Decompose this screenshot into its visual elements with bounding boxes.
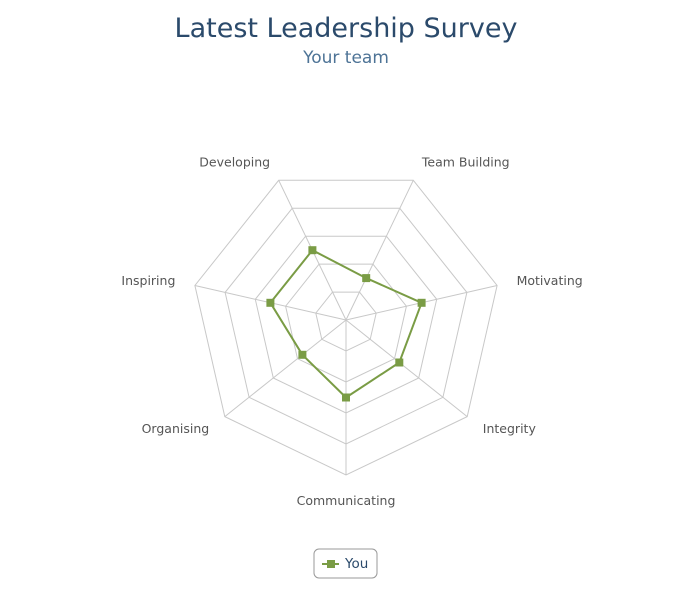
axis-label-integrity: Integrity: [483, 421, 537, 436]
axis-spoke-organising: [224, 319, 347, 417]
series-you[interactable]: [266, 246, 426, 402]
axis-spoke-team-building: [345, 180, 414, 321]
data-point-communicating[interactable]: [342, 393, 350, 402]
axis-label-communicating: Communicating: [297, 493, 396, 508]
grid-ring-1: [315, 291, 377, 352]
grid-ring-4: [224, 207, 468, 445]
legend-item-you[interactable]: You: [344, 556, 368, 572]
axis-label-team-building: Team Building: [421, 154, 510, 169]
chart-title: Latest Leadership Survey: [175, 13, 518, 44]
grid-ring-5: [194, 179, 498, 476]
axis-label-organising: Organising: [142, 421, 210, 436]
data-point-inspiring[interactable]: [266, 298, 275, 307]
data-point-team-building[interactable]: [362, 274, 371, 283]
axis-label-developing: Developing: [199, 154, 270, 169]
grid-ring-2: [285, 263, 407, 383]
data-point-motivating[interactable]: [417, 298, 426, 307]
data-point-integrity[interactable]: [395, 358, 404, 367]
chart-subtitle: Your team: [302, 48, 389, 68]
legend[interactable]: You: [313, 548, 378, 579]
data-point-organising[interactable]: [298, 350, 307, 359]
axis-spoke-integrity: [345, 319, 468, 417]
radar-grid: [194, 179, 498, 476]
legend-marker-icon: [327, 560, 335, 568]
series-line-you[interactable]: [269, 249, 423, 399]
axis-label-inspiring: Inspiring: [121, 273, 175, 288]
axis-labels: Team Building Motivating Integrity Communic…: [121, 154, 582, 508]
data-point-developing[interactable]: [308, 246, 317, 255]
grid-ring-3: [254, 235, 438, 414]
axis-label-motivating: Motivating: [517, 273, 583, 288]
legend-box: [313, 548, 378, 579]
